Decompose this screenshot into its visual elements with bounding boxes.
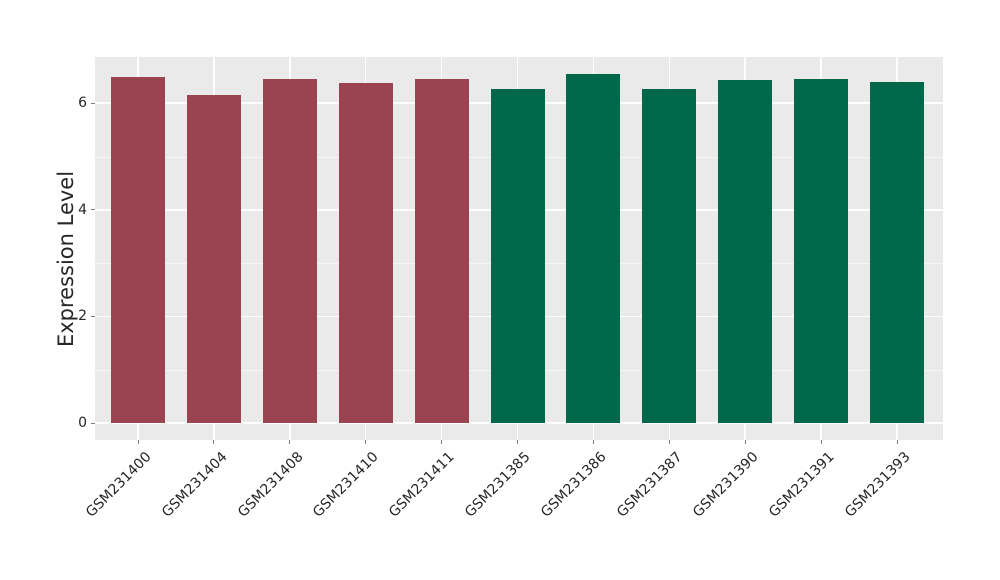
bar-GSM231391 — [794, 79, 849, 423]
bar-GSM231411 — [414, 78, 469, 423]
x-tick-mark — [137, 440, 139, 444]
bar-GSM231408 — [262, 79, 317, 423]
x-tick-label-text: GSM231408 — [234, 449, 307, 521]
x-tick-label-text: GSM231400 — [82, 449, 155, 521]
bar-GSM231385 — [490, 88, 545, 423]
x-tick-label-text: GSM231411 — [386, 449, 458, 521]
y-tick-mark — [91, 102, 95, 104]
y-tick-mark — [91, 209, 95, 211]
x-tick-label-text: GSM231391 — [765, 449, 838, 521]
x-tick-label-text: GSM231404 — [158, 449, 231, 521]
x-tick-label-text: GSM231386 — [538, 449, 610, 521]
bar-GSM231390 — [718, 79, 773, 423]
y-tick-label: 2 — [78, 308, 87, 325]
bar-GSM231404 — [186, 95, 241, 423]
x-tick-label-text: GSM231410 — [310, 449, 383, 521]
x-tick-label-text: GSM231385 — [462, 449, 534, 521]
x-tick-mark — [289, 440, 291, 444]
x-tick-mark — [213, 440, 215, 444]
y-tick-label: 4 — [78, 201, 87, 218]
x-tick-mark — [441, 440, 443, 444]
x-tick-label-text: GSM231393 — [841, 449, 914, 521]
bar-GSM231410 — [338, 83, 393, 423]
plot-area — [95, 57, 943, 440]
bar-GSM231386 — [566, 74, 621, 423]
x-tick-mark — [668, 440, 670, 444]
x-tick-label-text: GSM231387 — [614, 449, 686, 521]
x-tick-mark — [517, 440, 518, 444]
bar-GSM231387 — [642, 89, 697, 423]
bar-GSM231393 — [870, 82, 924, 423]
y-tick-label: 0 — [78, 415, 87, 431]
bar-GSM231400 — [111, 77, 165, 423]
x-tick-mark — [744, 440, 746, 444]
y-tick-label: 6 — [78, 95, 87, 112]
x-tick-mark — [592, 440, 594, 444]
x-tick-mark — [820, 440, 822, 444]
major-gridline — [95, 422, 943, 424]
x-tick-label-text: GSM231390 — [689, 449, 762, 521]
y-tick-mark — [91, 315, 95, 317]
x-tick-mark — [365, 440, 367, 444]
x-tick-mark — [896, 440, 898, 444]
y-tick-mark — [91, 422, 95, 424]
